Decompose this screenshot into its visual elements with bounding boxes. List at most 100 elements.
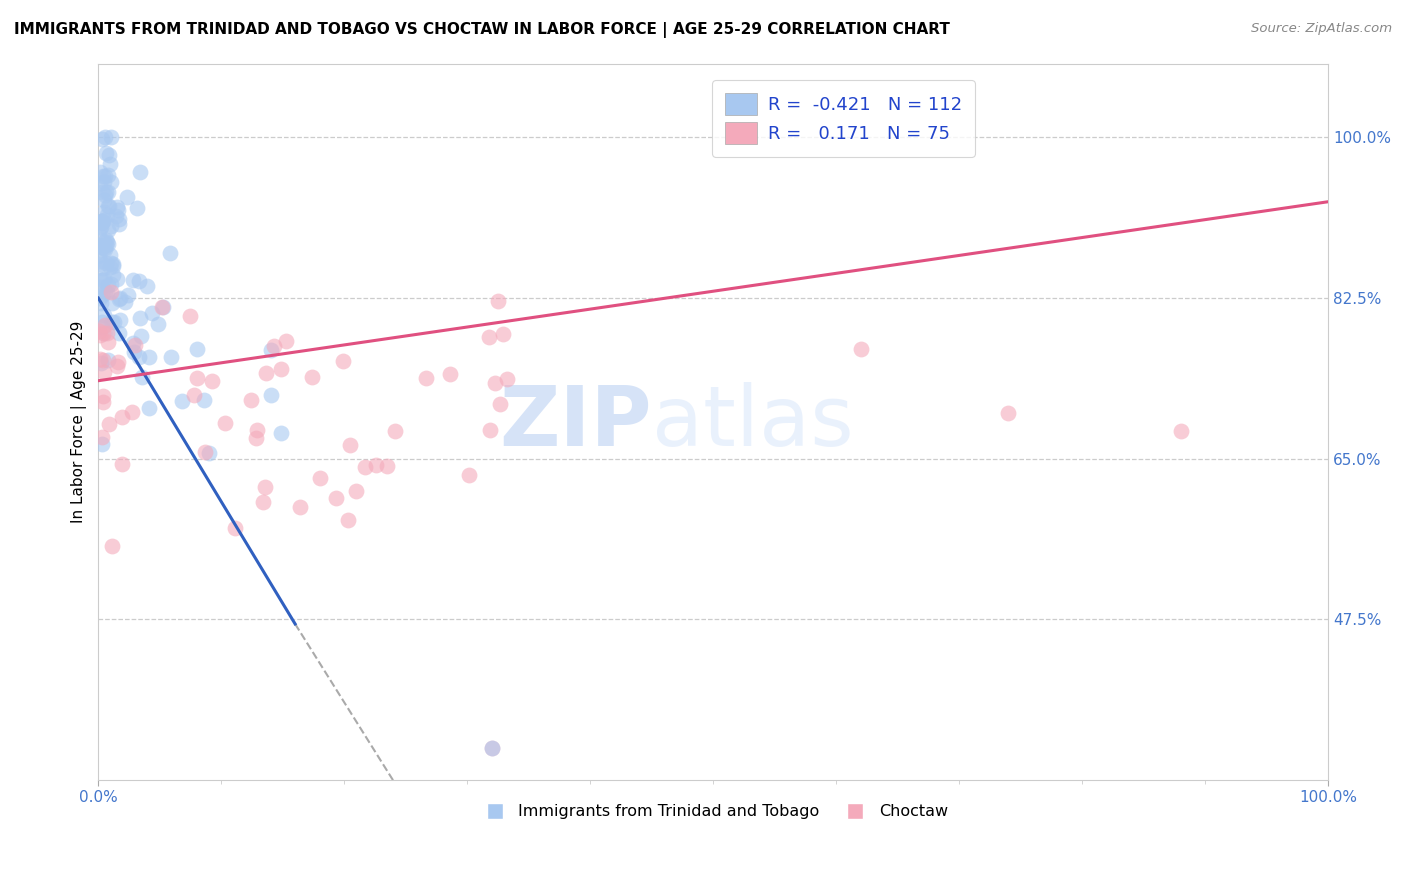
Point (124, 338, 146, 352)
Point (270, 425, 292, 440)
Point (259, 343, 281, 358)
Point (108, 292, 131, 306)
Point (96, 235, 118, 249)
Point (138, 401, 160, 415)
Point (107, 202, 129, 217)
Point (193, 392, 215, 407)
Point (127, 201, 149, 215)
Point (159, 246, 181, 260)
Point (98, 247, 121, 261)
Point (94, 318, 117, 332)
Point (93, 366, 115, 380)
Point (146, 318, 169, 332)
Point (89, 352, 111, 367)
Point (97, 277, 120, 292)
Point (194, 444, 217, 458)
Point (100, 296, 122, 310)
Point (90, 315, 112, 329)
Point (91, 169, 114, 184)
Point (100, 256, 122, 270)
Point (100, 175, 122, 189)
Text: IMMIGRANTS FROM TRINIDAD AND TOBAGO VS CHOCTAW IN LABOR FORCE | AGE 25-29 CORREL: IMMIGRANTS FROM TRINIDAD AND TOBAGO VS C… (14, 22, 950, 38)
Point (105, 201, 128, 215)
Point (98, 260, 121, 275)
Point (89, 176, 111, 190)
Point (481, 740, 503, 755)
Point (214, 416, 236, 430)
Point (90, 436, 112, 450)
Point (98, 417, 121, 432)
Point (254, 366, 277, 380)
Point (186, 343, 208, 357)
Point (301, 370, 323, 384)
Point (91, 395, 114, 409)
Text: Source: ZipAtlas.com: Source: ZipAtlas.com (1251, 22, 1392, 36)
Point (90, 273, 112, 287)
Point (91, 389, 114, 403)
Point (93, 175, 115, 189)
Point (110, 409, 132, 424)
Point (186, 371, 208, 385)
Point (274, 334, 297, 349)
Point (135, 278, 157, 293)
Point (108, 211, 131, 226)
Point (89, 327, 111, 342)
Point (131, 369, 153, 384)
Point (96, 326, 118, 340)
Point (89, 214, 111, 228)
Point (101, 539, 124, 553)
Point (89, 248, 111, 262)
Point (129, 165, 152, 179)
Point (122, 345, 145, 359)
Point (101, 268, 124, 282)
Point (105, 272, 128, 286)
Legend: Immigrants from Trinidad and Tobago, Choctaw: Immigrants from Trinidad and Tobago, Cho… (472, 797, 955, 826)
Point (94, 242, 117, 256)
Point (121, 336, 143, 351)
Point (91, 240, 114, 254)
Point (98, 157, 121, 171)
Point (141, 306, 163, 320)
Point (489, 397, 512, 411)
Point (252, 495, 274, 509)
Point (91, 319, 114, 334)
Point (101, 315, 124, 329)
Point (100, 219, 122, 233)
Point (89, 237, 111, 252)
Point (337, 512, 360, 526)
Point (110, 313, 132, 327)
Point (183, 388, 205, 402)
Point (150, 300, 173, 314)
Point (90, 280, 112, 294)
Point (100, 285, 122, 299)
Point (91, 214, 114, 228)
Y-axis label: In Labor Force | Age 25-29: In Labor Force | Age 25-29 (72, 321, 87, 524)
Point (198, 446, 221, 460)
Point (384, 424, 406, 438)
Point (245, 431, 267, 445)
Point (201, 374, 224, 388)
Point (224, 521, 246, 535)
Point (96, 285, 118, 300)
Point (353, 460, 375, 475)
Point (94, 169, 117, 183)
Point (115, 189, 138, 203)
Point (97, 185, 120, 199)
Point (309, 471, 332, 485)
Point (344, 484, 367, 499)
Point (364, 458, 387, 472)
Point (263, 339, 285, 353)
Point (90, 288, 112, 302)
Point (98, 199, 121, 213)
Point (121, 273, 143, 287)
Point (478, 330, 501, 344)
Point (128, 350, 150, 364)
Point (339, 438, 361, 452)
Point (107, 355, 129, 369)
Point (94, 188, 117, 202)
Point (246, 423, 269, 437)
Point (415, 371, 437, 385)
Point (288, 500, 311, 515)
Point (260, 388, 283, 402)
Point (484, 376, 506, 390)
